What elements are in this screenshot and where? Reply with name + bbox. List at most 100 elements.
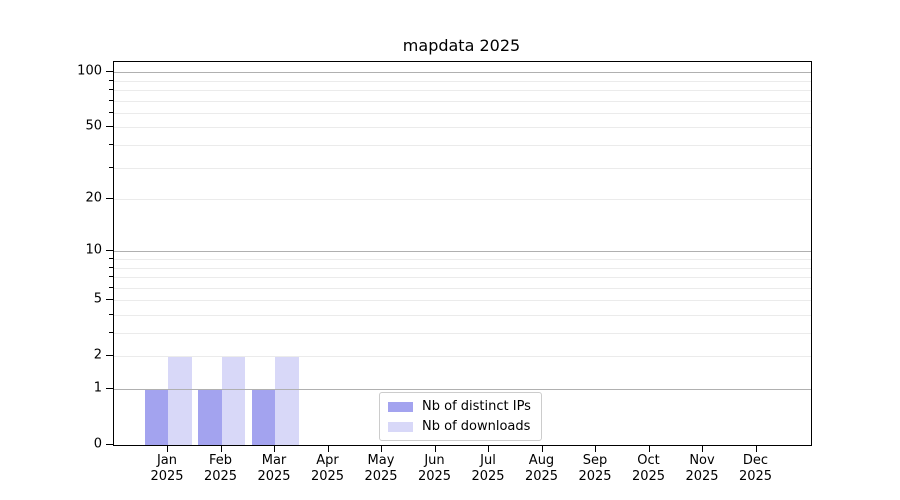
x-tick-year: 2025 xyxy=(150,468,184,484)
x-tick-label: Apr 2025 xyxy=(311,453,344,484)
x-tick-month: Oct xyxy=(637,453,660,468)
chart-title: mapdata 2025 xyxy=(402,36,521,55)
minor-gridline xyxy=(114,100,811,102)
plot-area: Nb of distinct IPs Nb of downloads xyxy=(113,61,812,446)
x-tick-mark xyxy=(381,445,382,452)
legend: Nb of distinct IPs Nb of downloads xyxy=(379,392,542,441)
y-tick-mark xyxy=(106,126,113,128)
bar-jan-series1 xyxy=(168,356,192,445)
x-tick-mark xyxy=(167,445,168,452)
x-tick-year: 2025 xyxy=(203,468,238,484)
y-tick-label: 0 xyxy=(93,436,102,452)
x-tick-month: Feb xyxy=(208,453,233,468)
major-gridline xyxy=(114,251,811,253)
y-tick-label: 5 xyxy=(93,291,102,307)
x-tick-month: Jun xyxy=(424,453,445,468)
y-minor-tick-mark xyxy=(109,144,113,146)
x-tick-month: May xyxy=(367,453,395,468)
minor-gridline xyxy=(114,90,811,92)
legend-swatch xyxy=(388,401,413,412)
minor-gridline xyxy=(114,259,811,260)
minor-gridline xyxy=(114,356,811,358)
x-tick-label: Nov 2025 xyxy=(685,453,718,484)
x-tick-month: Jul xyxy=(480,453,496,468)
x-tick-month: Jan xyxy=(156,453,178,468)
y-tick-label: 1 xyxy=(93,380,102,396)
minor-gridline xyxy=(114,300,811,302)
legend-label: Nb of distinct IPs xyxy=(422,399,531,414)
y-tick-mark xyxy=(106,198,113,200)
x-tick-year: 2025 xyxy=(738,468,773,484)
minor-gridline xyxy=(114,333,811,335)
minor-gridline xyxy=(114,277,811,279)
y-minor-tick-mark xyxy=(109,99,113,101)
x-tick-year: 2025 xyxy=(471,468,505,484)
x-tick-year: 2025 xyxy=(310,468,345,484)
minor-gridline xyxy=(114,127,811,129)
y-tick-mark xyxy=(106,299,113,301)
x-tick-mark xyxy=(434,445,436,452)
x-tick-label: Jan 2025 xyxy=(150,453,183,484)
y-minor-tick-mark xyxy=(109,79,113,81)
y-tick-mark xyxy=(106,355,113,357)
x-tick-month: Dec xyxy=(742,453,769,468)
y-minor-tick-mark xyxy=(109,276,113,278)
minor-gridline xyxy=(114,112,811,114)
x-tick-mark xyxy=(755,445,757,452)
minor-gridline xyxy=(114,80,811,82)
y-minor-tick-mark xyxy=(109,89,113,91)
bar-feb-series1 xyxy=(221,356,245,445)
x-tick-year: 2025 xyxy=(578,468,612,484)
x-tick-month: Nov xyxy=(689,453,715,468)
y-minor-tick-mark xyxy=(109,258,113,259)
y-tick-label: 20 xyxy=(85,190,102,206)
x-tick-label: Jul 2025 xyxy=(471,453,504,484)
x-tick-mark xyxy=(702,445,703,452)
x-tick-year: 2025 xyxy=(417,468,452,484)
x-tick-mark xyxy=(648,445,650,452)
y-tick-label: 50 xyxy=(85,118,102,134)
x-tick-label: Dec 2025 xyxy=(739,453,772,484)
x-tick-year: 2025 xyxy=(685,468,719,484)
y-minor-tick-mark xyxy=(109,332,113,334)
y-minor-tick-mark xyxy=(109,111,113,113)
x-tick-mark xyxy=(220,445,222,452)
x-tick-label: May 2025 xyxy=(364,453,397,484)
y-tick-mark xyxy=(106,388,113,389)
x-tick-year: 2025 xyxy=(257,468,291,484)
x-tick-mark xyxy=(327,445,329,452)
x-tick-year: 2025 xyxy=(364,468,398,484)
y-tick-label: 10 xyxy=(85,242,102,258)
x-tick-month: Aug xyxy=(528,453,555,468)
legend-label: Nb of downloads xyxy=(422,419,531,434)
x-tick-label: Jun 2025 xyxy=(418,453,451,484)
y-minor-tick-mark xyxy=(109,313,113,315)
x-tick-label: Aug 2025 xyxy=(525,453,558,484)
minor-gridline xyxy=(114,287,811,289)
x-tick-month: Apr xyxy=(316,453,339,468)
legend-row: Nb of downloads xyxy=(388,419,531,434)
bar-mar-series1 xyxy=(275,356,299,445)
x-tick-mark xyxy=(541,445,543,452)
minor-gridline xyxy=(114,145,811,147)
y-minor-tick-mark xyxy=(109,286,113,288)
x-tick-label: Sep 2025 xyxy=(578,453,611,484)
minor-gridline xyxy=(114,267,811,269)
x-tick-label: Oct 2025 xyxy=(632,453,665,484)
x-tick-mark xyxy=(274,445,275,452)
bar-mar-series0 xyxy=(251,389,275,445)
x-tick-month: Sep xyxy=(582,453,608,468)
major-gridline xyxy=(114,389,811,390)
major-gridline xyxy=(114,72,811,74)
x-tick-mark xyxy=(595,445,596,452)
y-tick-mark xyxy=(106,444,113,445)
minor-gridline xyxy=(114,199,811,201)
legend-row: Nb of distinct IPs xyxy=(388,399,531,414)
x-tick-label: Feb 2025 xyxy=(204,453,237,484)
x-tick-label: Mar 2025 xyxy=(257,453,290,484)
x-tick-year: 2025 xyxy=(631,468,666,484)
legend-swatch xyxy=(388,421,413,432)
bar-jan-series0 xyxy=(144,389,168,445)
x-tick-year: 2025 xyxy=(524,468,559,484)
